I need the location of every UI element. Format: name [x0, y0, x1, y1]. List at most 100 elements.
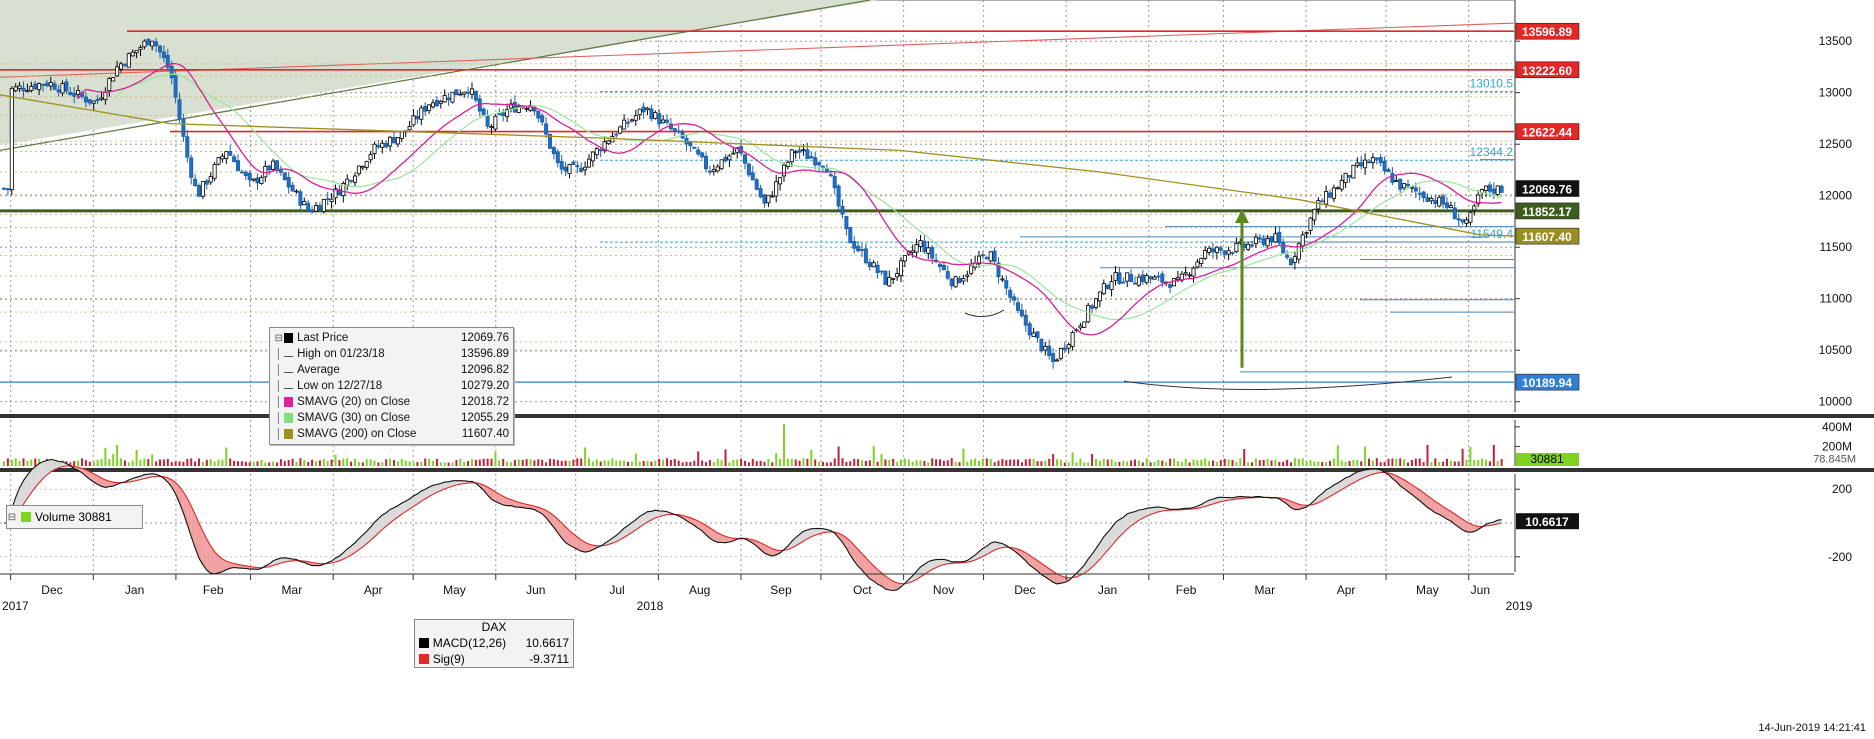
volume-bar [490, 458, 493, 466]
macd-histogram-fill [421, 489, 426, 502]
legend-label: MACD(12,26) [432, 636, 507, 650]
volume-bar [837, 446, 840, 466]
volume-bar [962, 448, 965, 466]
macd-histogram-fill [592, 545, 597, 550]
volume-bar [658, 458, 661, 466]
macd-histogram-fill [479, 483, 484, 491]
macd-histogram-fill [362, 531, 367, 547]
candle-body [949, 278, 954, 287]
volume-bar [884, 459, 887, 466]
x-tick-label: Feb [1176, 583, 1197, 597]
macd-histogram-fill [721, 534, 726, 543]
macd-histogram-fill [764, 544, 769, 555]
macd-histogram-fill [1408, 482, 1412, 495]
volume-bar [1005, 460, 1008, 466]
candle-body [1487, 184, 1492, 192]
volume-bar [346, 458, 349, 466]
y-tick-label: 12000 [1819, 189, 1853, 203]
volume-bar [794, 459, 797, 466]
x-tick-label: May [443, 583, 466, 597]
macd-histogram-fill [776, 549, 781, 555]
candle-body [411, 115, 416, 126]
candle-body [1484, 185, 1489, 191]
volume-bar [568, 460, 571, 466]
candle-body [860, 249, 865, 251]
volume-bar [486, 458, 489, 466]
volume-bar [619, 460, 622, 466]
volume-bar [1212, 460, 1214, 466]
candle-body [583, 166, 588, 171]
candle-body [83, 96, 88, 103]
volume-bar [73, 461, 76, 466]
candle-body [99, 97, 104, 100]
volume-bar [272, 461, 275, 466]
volume-bar [1231, 460, 1234, 466]
volume-bar [1020, 462, 1023, 466]
candle-body [119, 63, 124, 70]
candle-body [251, 178, 256, 181]
candle-body [1109, 281, 1114, 291]
volume-bar [841, 458, 844, 466]
legend-label: Sig(9) [432, 652, 465, 666]
volume-bar [552, 459, 555, 466]
volume-bar [989, 458, 992, 466]
macd-histogram-fill [46, 459, 51, 475]
candle-body [368, 154, 373, 161]
candle-body [388, 136, 393, 147]
collapse-icon[interactable]: ⊟ [7, 511, 17, 523]
collapse-icon[interactable]: ⊟ [274, 332, 283, 344]
candle-body [1413, 187, 1418, 192]
macd-histogram-fill [85, 469, 90, 480]
candle-body [614, 133, 619, 136]
volume-bar [334, 454, 337, 466]
tree-line-icon: │ [275, 412, 282, 424]
candle-body [805, 149, 810, 160]
macd-histogram-fill [838, 533, 843, 543]
macd-histogram-fill [397, 503, 402, 517]
volume-bar [369, 459, 372, 466]
candle-body [930, 247, 935, 259]
volume-bar [759, 460, 762, 466]
candle-body [782, 164, 787, 177]
volume-bar [283, 461, 286, 466]
macd-histogram-fill [1396, 475, 1401, 486]
candle-body [438, 101, 443, 104]
macd-histogram-fill [366, 527, 371, 544]
candle-body [809, 156, 814, 159]
candle-body [154, 41, 159, 46]
volume-bar [732, 459, 735, 466]
volume-bar [1391, 458, 1394, 466]
macd-histogram-fill [27, 470, 32, 499]
macd-histogram-fill [815, 528, 820, 536]
candle-body [497, 113, 502, 116]
macd-histogram-fill [1345, 476, 1350, 488]
candle-body [364, 161, 369, 168]
candle-body [774, 181, 779, 197]
candle-body [208, 176, 213, 183]
x-tick-label: May [1416, 583, 1439, 597]
candle-body [1257, 237, 1262, 240]
candle-body [157, 45, 162, 53]
volume-bar [205, 459, 208, 466]
macd-histogram-fill [713, 530, 718, 543]
macd-histogram-fill [916, 566, 921, 580]
candle-body [290, 184, 295, 192]
candle-body [555, 151, 560, 164]
macd-histogram-fill [928, 560, 933, 572]
candle-body [341, 182, 346, 197]
candle-body [1168, 284, 1173, 288]
volume-bar [455, 460, 458, 466]
macd-histogram-fill [581, 539, 586, 553]
candle-body [852, 241, 857, 249]
volume-bar [233, 460, 236, 466]
volume-bar [1200, 459, 1203, 466]
macd-histogram-fill [885, 576, 890, 591]
macd-histogram-fill [651, 510, 656, 520]
macd-histogram-fill [409, 495, 414, 510]
volume-bar [549, 458, 551, 466]
macd-histogram-fill [503, 496, 508, 506]
macd-histogram-fill [1458, 516, 1463, 530]
volume-bar [463, 462, 466, 466]
macd-histogram-fill [943, 559, 948, 565]
volume-bar [1180, 462, 1183, 466]
